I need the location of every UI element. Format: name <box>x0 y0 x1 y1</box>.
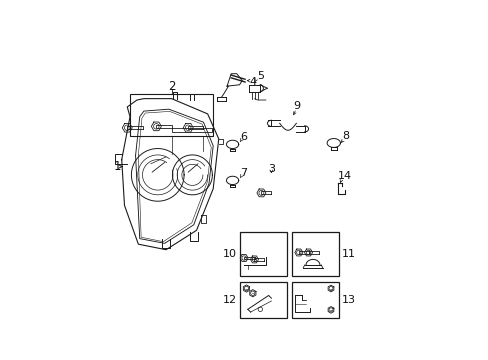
Text: 5: 5 <box>256 72 263 81</box>
Text: 4: 4 <box>249 77 256 87</box>
Bar <box>292 282 339 318</box>
Text: 1: 1 <box>113 160 121 173</box>
Text: 7: 7 <box>240 168 247 179</box>
Text: 10: 10 <box>223 249 236 259</box>
Text: 11: 11 <box>342 249 355 259</box>
Bar <box>292 232 339 276</box>
Text: 6: 6 <box>240 132 246 143</box>
Text: 14: 14 <box>337 171 351 181</box>
Text: 12: 12 <box>222 294 236 305</box>
Text: 9: 9 <box>292 100 299 111</box>
Bar <box>239 282 286 318</box>
Text: 3: 3 <box>267 164 274 174</box>
Text: 13: 13 <box>342 294 355 305</box>
Text: 2: 2 <box>167 80 175 93</box>
Bar <box>130 94 213 136</box>
Bar <box>239 232 286 276</box>
Text: 8: 8 <box>342 131 349 141</box>
